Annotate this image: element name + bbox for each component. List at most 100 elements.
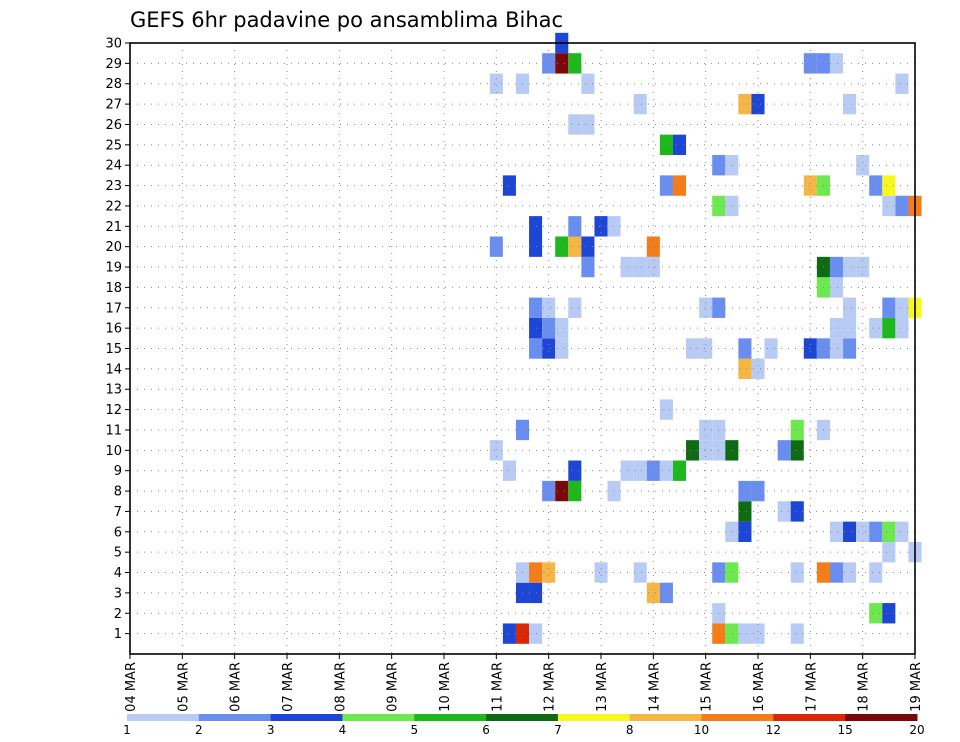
heatmap-cell (777, 501, 791, 522)
heatmap-cell (895, 297, 909, 318)
heatmap-cell (489, 73, 503, 94)
heatmap-cell (882, 317, 896, 339)
legend-swatch (270, 714, 343, 721)
heatmap-cell (489, 440, 503, 461)
y-tick-label: 16 (105, 322, 122, 337)
legend-swatch (486, 714, 559, 721)
heatmap-cell (555, 338, 569, 359)
y-tick-label: 19 (105, 261, 122, 276)
heatmap-cell (529, 216, 543, 237)
heatmap-cell (659, 460, 673, 481)
heatmap-cell (829, 53, 844, 74)
heatmap-cell (633, 256, 647, 278)
x-tick-label: 19 MAR (909, 662, 924, 712)
heatmap-cell (659, 399, 673, 420)
heatmap-cell (529, 623, 543, 644)
y-tick-label: 10 (105, 444, 122, 459)
heatmap-cell (542, 317, 556, 339)
x-tick-label: 11 MAR (490, 662, 505, 712)
x-tick-label: 18 MAR (857, 662, 872, 712)
y-tick-label: 27 (105, 98, 122, 113)
heatmap-cell (803, 175, 817, 196)
x-tick-label: 10 MAR (438, 662, 453, 712)
heatmap-cell (568, 460, 582, 481)
legend-swatch (845, 714, 918, 721)
legend-swatch (198, 714, 272, 721)
grid-lines (130, 43, 915, 654)
heatmap-cell (882, 195, 896, 217)
y-tick-label: 26 (105, 118, 122, 133)
heatmap-cell (542, 338, 556, 359)
heatmap-cell (659, 582, 673, 604)
heatmap-cell (738, 358, 752, 380)
heatmap-cell (829, 317, 844, 339)
x-tick-label: 16 MAR (752, 662, 767, 712)
y-tick-label: 30 (105, 37, 122, 52)
heatmap-cell (607, 480, 621, 502)
x-tick-label: 05 MAR (176, 662, 191, 712)
y-tick-label: 4 (114, 566, 122, 581)
heatmap-cell (555, 53, 569, 74)
heatmap-cell (882, 175, 896, 196)
heatmap-cell (738, 521, 752, 542)
legend-swatch (414, 714, 487, 721)
legend-label: 2 (195, 723, 203, 737)
heatmap-cell (659, 175, 673, 196)
heatmap-cell (751, 93, 765, 115)
heatmap-cell (790, 440, 804, 461)
heatmap-cell (633, 562, 647, 583)
heatmap-cell (882, 603, 896, 624)
y-tick-label: 18 (105, 281, 122, 296)
y-tick-label: 25 (105, 138, 122, 153)
heatmap-cell (751, 623, 765, 644)
heatmap-cell (882, 297, 896, 318)
heatmap-cell (803, 338, 817, 359)
heatmap-cell (633, 460, 647, 481)
heatmap-cell (581, 114, 595, 135)
y-tick-label: 23 (105, 179, 122, 194)
heatmap-cell (607, 216, 621, 237)
heatmap-cell (529, 317, 543, 339)
y-tick-label: 12 (105, 403, 122, 418)
heatmap-cell (869, 317, 883, 339)
heatmap-cell (738, 338, 752, 359)
y-tick-label: 7 (114, 505, 122, 520)
x-tick-label: 08 MAR (333, 662, 348, 712)
heatmap-cell (790, 623, 804, 644)
heatmap-cell (738, 623, 752, 644)
legend-label: 3 (267, 723, 275, 737)
heatmap-cell (895, 195, 909, 217)
heatmap-cell (869, 175, 883, 196)
heatmap-cell (843, 562, 857, 583)
heatmap-cell (895, 317, 909, 339)
x-axis: 04 MAR 05 MAR 06 MAR 07 MAR 08 MAR 09 MAR 10 M… (124, 654, 924, 712)
heatmap-cell (790, 562, 804, 583)
heatmap-cell (725, 562, 739, 583)
heatmap-cell (672, 460, 687, 481)
y-tick-label: 24 (105, 159, 122, 174)
heatmap-cell (803, 53, 817, 74)
heatmap-cell (594, 216, 608, 237)
heatmap-cell (725, 521, 739, 542)
heatmap-cell (581, 73, 595, 94)
heatmap-cell (829, 338, 844, 359)
heatmap-cell (725, 623, 739, 644)
heatmap-cell (542, 297, 556, 318)
y-tick-label: 17 (105, 301, 122, 316)
heatmap-cell (699, 297, 713, 318)
heatmap-cell (568, 480, 582, 502)
heatmap-cell (869, 521, 883, 542)
heatmap-cell (699, 419, 713, 441)
heatmap-cell (633, 93, 647, 115)
y-tick-label: 5 (114, 546, 122, 561)
legend-swatch (773, 714, 846, 721)
heatmap-cell (790, 419, 804, 441)
legend-label: 8 (626, 723, 634, 737)
heatmap-cell (686, 440, 700, 461)
heatmap-cell (581, 236, 595, 257)
heatmap-cell (502, 460, 516, 481)
heatmap-cell (829, 256, 844, 278)
heatmap-cell (829, 277, 844, 298)
heatmap-cell (843, 317, 857, 339)
heatmap-cell (672, 134, 687, 156)
